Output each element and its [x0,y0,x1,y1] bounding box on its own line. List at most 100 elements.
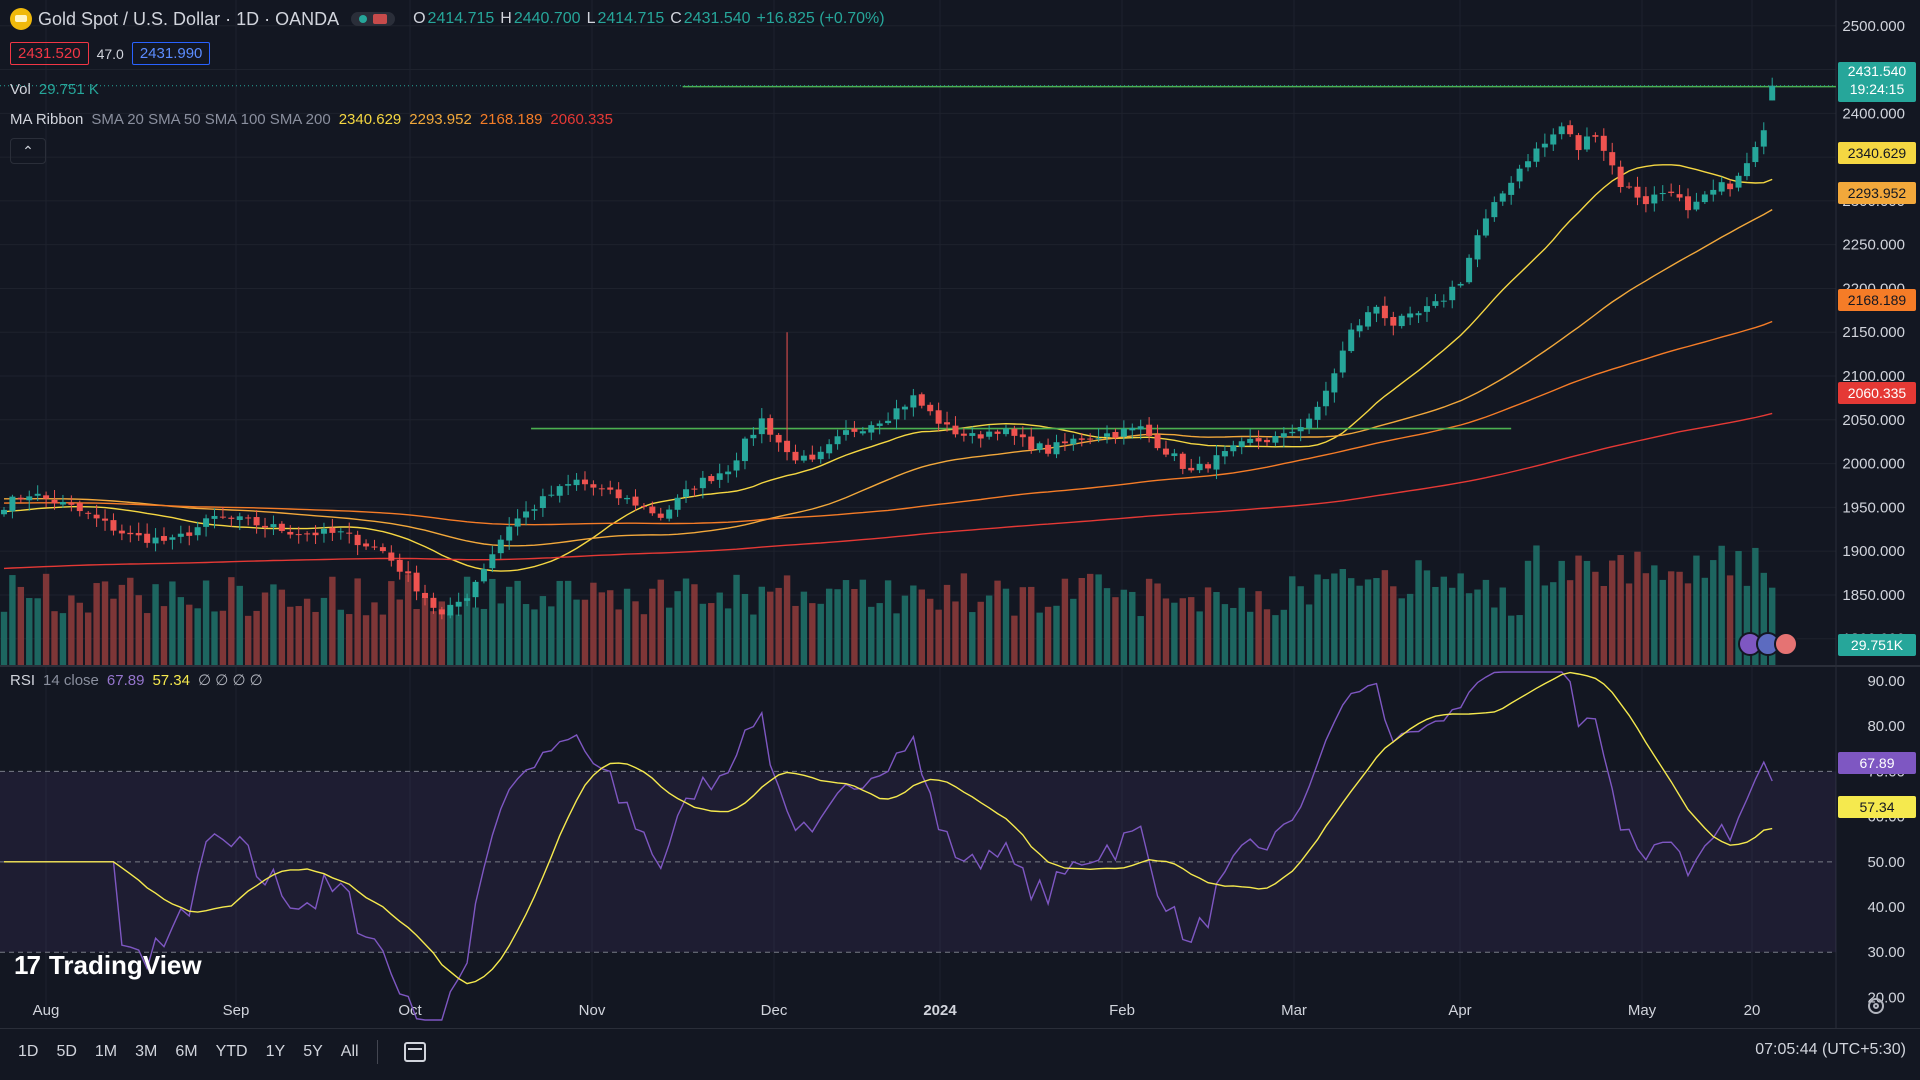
candle-body [775,434,782,443]
volume-bar [438,601,446,665]
timeframe-1m[interactable]: 1M [94,1043,118,1060]
candle-body [1701,194,1708,203]
volume-bar [859,579,867,665]
price-chart[interactable]: 2500.0002450.0002400.0002350.0002300.000… [0,0,1920,1028]
volume-bar [581,599,589,665]
candle-body [657,513,664,518]
candle-body [1002,428,1009,435]
candle-body [211,515,218,519]
volume-bar [1145,578,1153,665]
calendar-icon[interactable] [403,1042,426,1062]
volume-bar [994,580,1001,665]
candle-body [1676,194,1683,198]
candle-body [262,525,269,528]
candle-body [228,517,235,519]
candle-body [1693,201,1700,210]
ma-ribbon-legend[interactable]: MA Ribbon SMA 20 SMA 50 SMA 100 SMA 200 … [10,111,613,128]
time-tick-label: 2024 [923,1002,957,1019]
candle-body [1,509,7,515]
tradingview-logo[interactable]: 17 TradingView [14,950,202,981]
candle-body [1626,186,1633,188]
timeframe-1y[interactable]: 1Y [265,1043,286,1060]
candle-body [1449,286,1456,301]
sell-button[interactable]: 2431.520 [10,42,89,65]
clock[interactable]: 07:05:44 (UTC+5:30) [1755,1041,1906,1058]
volume-bar [34,598,41,665]
rsi-ma-line [4,671,1773,985]
candle-body [699,477,706,489]
candle-body [741,438,748,462]
volume-bar [1667,571,1675,665]
candle-body [1213,455,1220,470]
volume-bar [1449,587,1456,665]
volume-bar [539,596,547,665]
candle-body [1238,441,1245,447]
candle-body [1760,130,1767,147]
last-price-value: 2431.540 [1847,63,1907,79]
candle-body [725,471,732,475]
candle-body [169,537,176,540]
rsi-legend[interactable]: RSI 14 close 67.89 57.34 ∅ ∅ ∅ ∅ [10,671,263,690]
volume-bar [640,614,648,665]
event-us-flag-icon-2[interactable] [1774,632,1798,656]
settings-gear-icon[interactable] [1868,998,1884,1014]
volume-bar [1541,585,1549,665]
volume-bar [851,588,858,665]
candle-body [649,506,656,514]
time-tick-label: Dec [761,1002,788,1019]
volume-bar [1162,598,1170,665]
candle-body [935,410,942,424]
volume-bar [295,606,302,665]
volume-bar [118,584,126,665]
collapse-legend-button[interactable]: ⌃ [10,138,46,164]
candle-body [615,489,622,499]
volume-bar [143,613,151,665]
symbol-title[interactable]: Gold Spot / U.S. Dollar · 1D · OANDA [38,8,340,29]
volume-bar [1735,551,1742,665]
timeframe-6m[interactable]: 6M [175,1043,198,1060]
volume-bar [868,606,875,665]
economic-events[interactable] [1738,632,1798,656]
timeframe-1d[interactable]: 1D [18,1043,39,1060]
candle-body [868,425,875,433]
volume-bar [716,592,723,665]
market-status-pill[interactable] [351,12,396,26]
timeframe-3m[interactable]: 3M [135,1043,158,1060]
volume-legend[interactable]: Vol 29.751 K [10,81,99,98]
volume-bar [1171,602,1178,665]
volume-bar [1423,570,1431,665]
volume-bar [1002,588,1010,665]
candle-body [1508,182,1515,195]
volume-bar [278,589,286,665]
sma100-line [3,320,1773,526]
sma20-legend-value: 2340.629 [338,111,402,128]
candle-body [447,604,454,616]
volume-bar [699,603,707,665]
volume-bar [497,603,504,665]
candle-body [379,547,386,552]
candle-body [1651,194,1658,204]
candle-body [843,430,849,435]
buy-button[interactable]: 2431.990 [131,42,211,65]
candle-body [422,592,428,599]
volume-bar [1524,560,1532,665]
candle-body [1583,136,1590,150]
volume-bar [1356,585,1363,665]
candle-body [371,546,378,548]
candle-body [1659,192,1666,195]
timeframe-ytd[interactable]: YTD [215,1043,248,1060]
timeframe-5y[interactable]: 5Y [303,1043,323,1060]
timeframe-5d[interactable]: 5D [56,1043,77,1060]
volume-bar [741,593,749,665]
timeframe-all[interactable]: All [340,1043,359,1060]
volume-bar [1070,598,1077,665]
volume-bar [1373,578,1380,665]
volume-bar [1398,598,1405,665]
volume-bar [68,595,75,665]
volume-bar [1238,587,1245,665]
candle-body [1280,433,1287,438]
volume-bar [1297,586,1304,665]
candle-body [1112,431,1119,438]
candle-body [287,531,294,535]
candle-body [219,516,226,518]
